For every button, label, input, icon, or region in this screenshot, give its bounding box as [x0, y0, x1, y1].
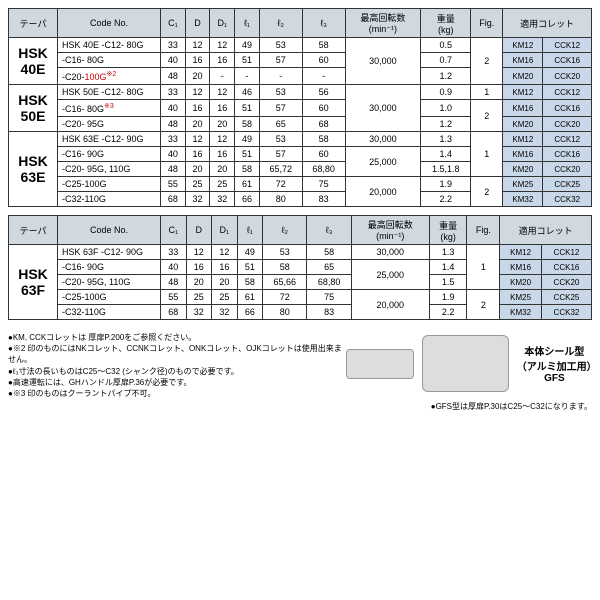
code-cell: -C32-110G	[58, 192, 161, 207]
code-cell: -C20- 95G, 110G	[58, 162, 161, 177]
code-cell: HSK 50E -C12- 80G	[58, 85, 161, 100]
hdr-l3: ℓ₃	[302, 9, 345, 38]
code-cell: -C16- 80G※3	[58, 100, 161, 117]
collet-cell: CCK12	[543, 132, 592, 147]
code-cell: HSK 40E -C12- 80G	[58, 38, 161, 53]
collet-cell: CCK16	[543, 53, 592, 68]
code-cell: -C16- 80G	[58, 53, 161, 68]
collet-cell: CCK12	[541, 245, 591, 260]
hdr-fig: Fig.	[471, 9, 503, 38]
note-line: ●※2 印のものにはNKコレット、CCNKコレット、ONKコレット、OJKコレッ…	[8, 343, 346, 365]
wrench-image	[346, 349, 414, 379]
hdr-c1: C₁	[161, 9, 186, 38]
collet-cell: KM20	[500, 275, 542, 290]
hdr-code: Code No.	[58, 9, 161, 38]
collet-cell: CCK20	[543, 68, 592, 85]
collet-cell: KM25	[503, 177, 543, 192]
code-cell: HSK 63F -C12- 90G	[58, 245, 161, 260]
collet-cell: KM12	[503, 85, 543, 100]
collet-cell: KM12	[500, 245, 542, 260]
taper-cell: HSK 40E	[9, 38, 58, 85]
collet-cell: KM32	[500, 305, 542, 320]
taper-cell: HSK 63F	[9, 245, 58, 320]
hdr-l1: ℓ₁	[235, 9, 260, 38]
collet-cell: KM12	[503, 132, 543, 147]
taper-cell: HSK 63E	[9, 132, 58, 207]
collet-cell: CCK12	[543, 85, 592, 100]
collet-cell: KM12	[503, 38, 543, 53]
hdr-d1: D₁	[210, 9, 235, 38]
collet-cell: CCK12	[543, 38, 592, 53]
collet-cell: CCK16	[541, 260, 591, 275]
code-cell: -C20-100G※2	[58, 68, 161, 85]
collet-cell: KM20	[503, 117, 543, 132]
collet-cell: CCK16	[543, 100, 592, 117]
code-cell: -C20- 95G, 110G	[58, 275, 161, 290]
hdr-collet: 適用コレット	[503, 9, 592, 38]
collet-cell: KM20	[503, 162, 543, 177]
collet-cell: CCK20	[541, 275, 591, 290]
collet-cell: KM20	[503, 68, 543, 85]
collet-cell: KM32	[503, 192, 543, 207]
hdr-rpm: 最高回転数(min⁻¹)	[345, 9, 421, 38]
collet-cell: CCK16	[543, 147, 592, 162]
collet-cell: CCK20	[543, 162, 592, 177]
footnotes: ●KM, CCKコレットは 厚扉P.200をご参照ください。●※2 印のものには…	[8, 332, 346, 399]
collet-cell: CCK25	[541, 290, 591, 305]
code-cell: -C20- 95G	[58, 117, 161, 132]
hdr-wt: 重量(kg)	[421, 9, 471, 38]
collet-cell: KM16	[503, 53, 543, 68]
note-line: ●高速運転には、GHハンドル厚扉P.36が必要です。	[8, 377, 346, 388]
taper-cell: HSK 50E	[9, 85, 58, 132]
holder-image	[422, 335, 509, 392]
note-line: ●ℓ₃寸法の長いものはC25～C32 (シャンク径)のもので必要です。	[8, 366, 346, 377]
collet-cell: CCK32	[543, 192, 592, 207]
code-cell: HSK 63E -C12- 90G	[58, 132, 161, 147]
collet-cell: CCK25	[543, 177, 592, 192]
note-line: ●※3 印のものはクーラントパイプ不可。	[8, 388, 346, 399]
collet-cell: KM25	[500, 290, 542, 305]
code-cell: -C32-110G	[58, 305, 161, 320]
bottom-note: ●GFS型は厚扉P.30はC25～C32になります。	[8, 401, 592, 412]
code-cell: -C16- 90G	[58, 260, 161, 275]
collet-cell: KM16	[503, 100, 543, 117]
collet-cell: CCK20	[543, 117, 592, 132]
spec-table-2: テーパ Code No. C₁ D D₁ ℓ₁ ℓ₂ ℓ₃ 最高回転数(min⁻…	[8, 215, 592, 320]
spec-table-1: テーパ Code No. C₁ D D₁ ℓ₁ ℓ₂ ℓ₃ 最高回転数(min⁻…	[8, 8, 592, 207]
hdr-d: D	[185, 9, 210, 38]
code-cell: -C25-100G	[58, 290, 161, 305]
code-cell: -C16- 90G	[58, 147, 161, 162]
hdr-l2: ℓ₂	[259, 9, 302, 38]
collet-cell: CCK32	[541, 305, 591, 320]
bottom-section: ●KM, CCKコレットは 厚扉P.200をご参照ください。●※2 印のものには…	[8, 328, 592, 399]
collet-cell: KM16	[503, 147, 543, 162]
hdr-taper: テーパ	[9, 9, 58, 38]
note-line: ●KM, CCKコレットは 厚扉P.200をご参照ください。	[8, 332, 346, 343]
code-cell: -C25-100G	[58, 177, 161, 192]
collet-cell: KM16	[500, 260, 542, 275]
product-label: 本体シール型（アルミ加工用）GFS	[517, 343, 592, 384]
